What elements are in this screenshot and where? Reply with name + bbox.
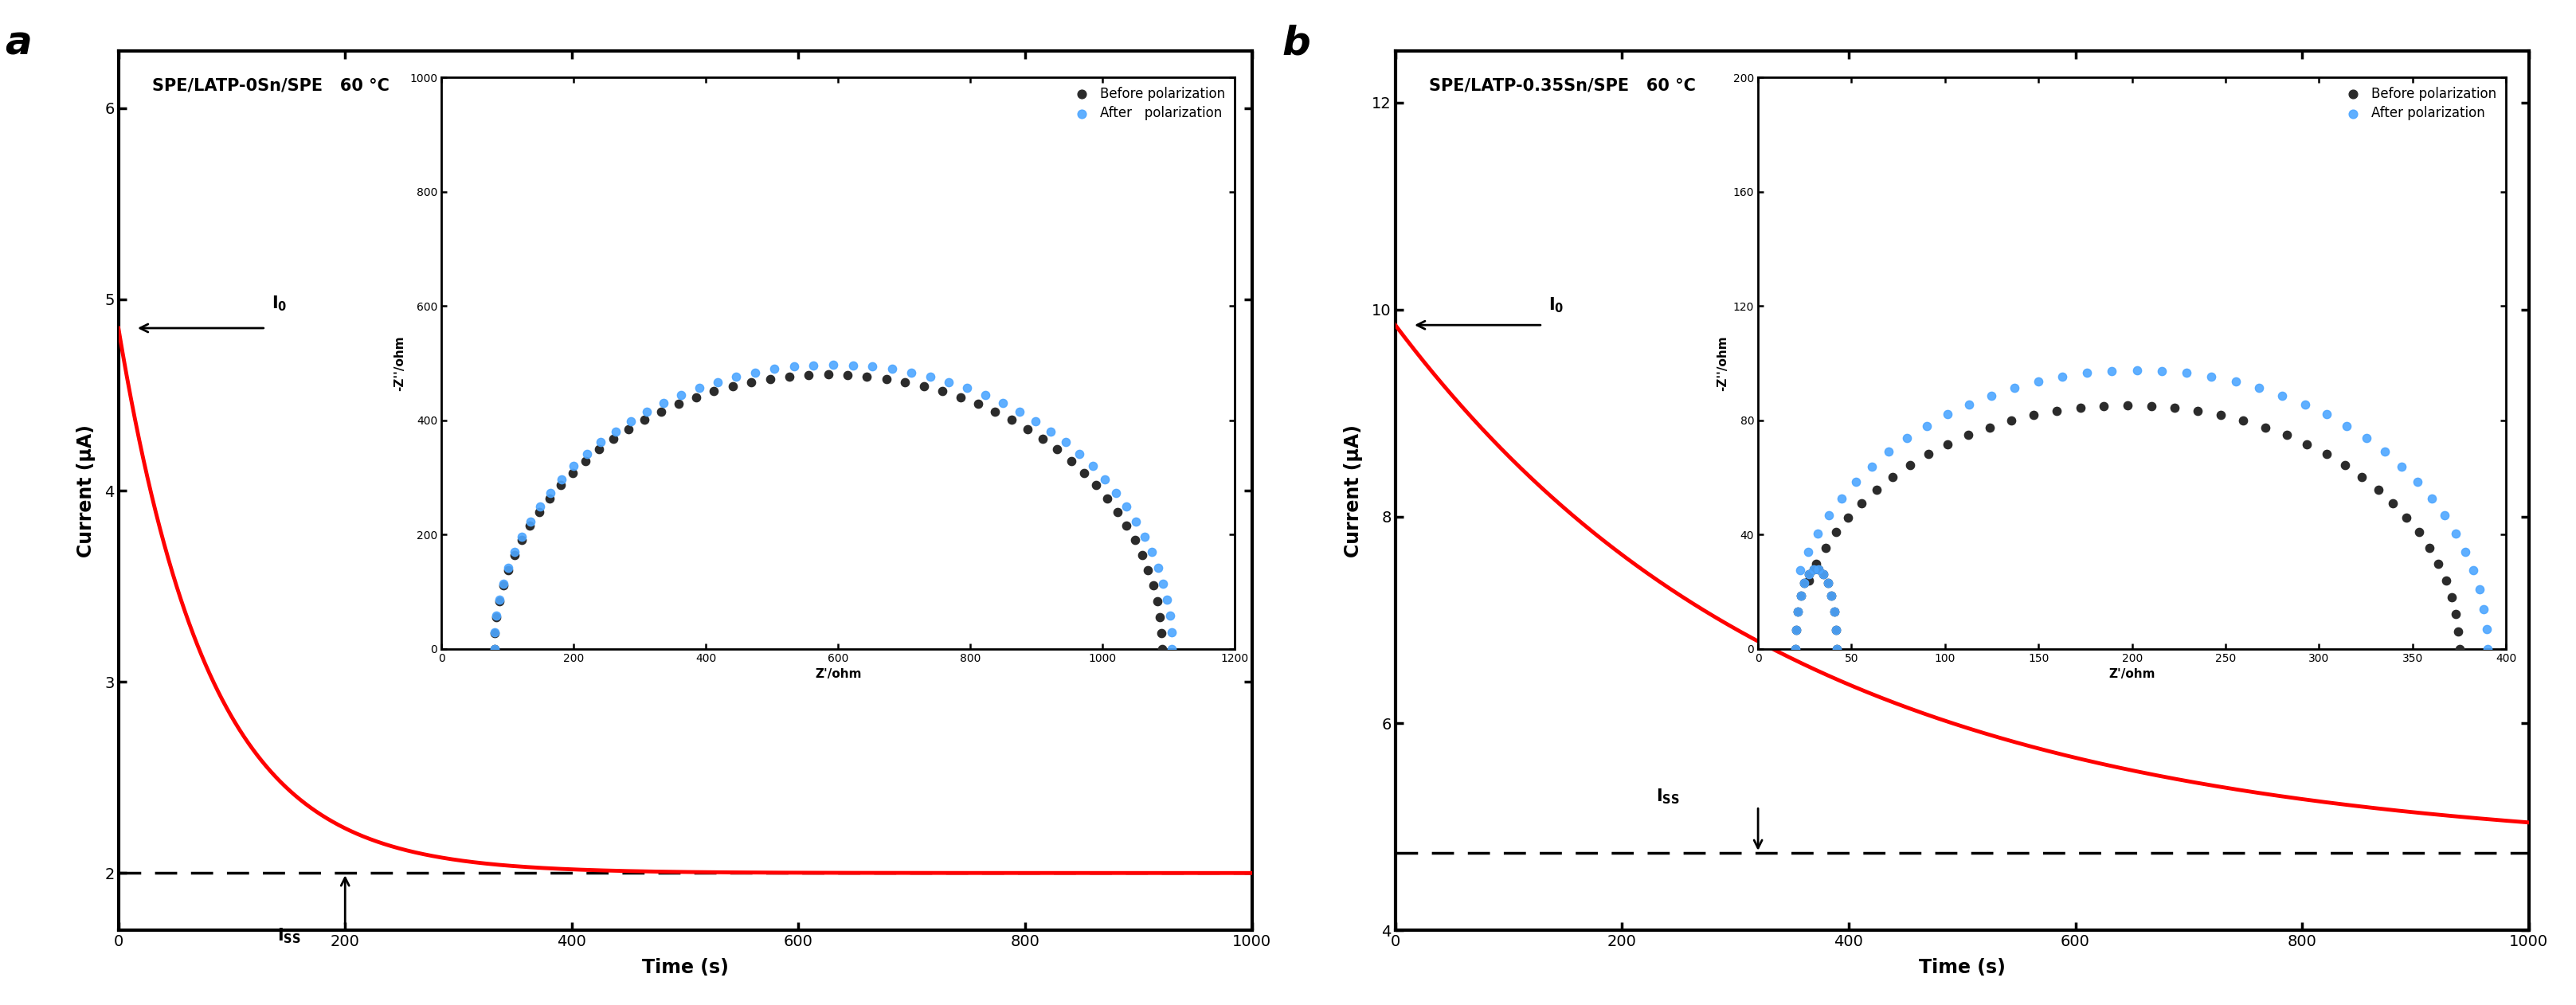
Y-axis label: Current (μA): Current (μA) — [1345, 424, 1363, 557]
Y-axis label: Current (μA): Current (μA) — [77, 424, 95, 557]
Text: a: a — [5, 24, 31, 62]
X-axis label: Time (s): Time (s) — [641, 958, 729, 977]
Text: SPE/LATP-0.35Sn/SPE   60 °C: SPE/LATP-0.35Sn/SPE 60 °C — [1430, 77, 1695, 93]
Text: SPE/LATP-0Sn/SPE   60 °C: SPE/LATP-0Sn/SPE 60 °C — [152, 77, 389, 93]
X-axis label: Time (s): Time (s) — [1919, 958, 2007, 977]
Text: $\mathbf{I_0}$: $\mathbf{I_0}$ — [270, 294, 286, 313]
Text: $\mathbf{I_0}$: $\mathbf{I_0}$ — [1548, 295, 1564, 315]
Text: $\mathbf{I_{SS}}$: $\mathbf{I_{SS}}$ — [278, 927, 301, 946]
Text: b: b — [1283, 24, 1311, 62]
Text: $\mathbf{I_{SS}}$: $\mathbf{I_{SS}}$ — [1656, 788, 1680, 806]
